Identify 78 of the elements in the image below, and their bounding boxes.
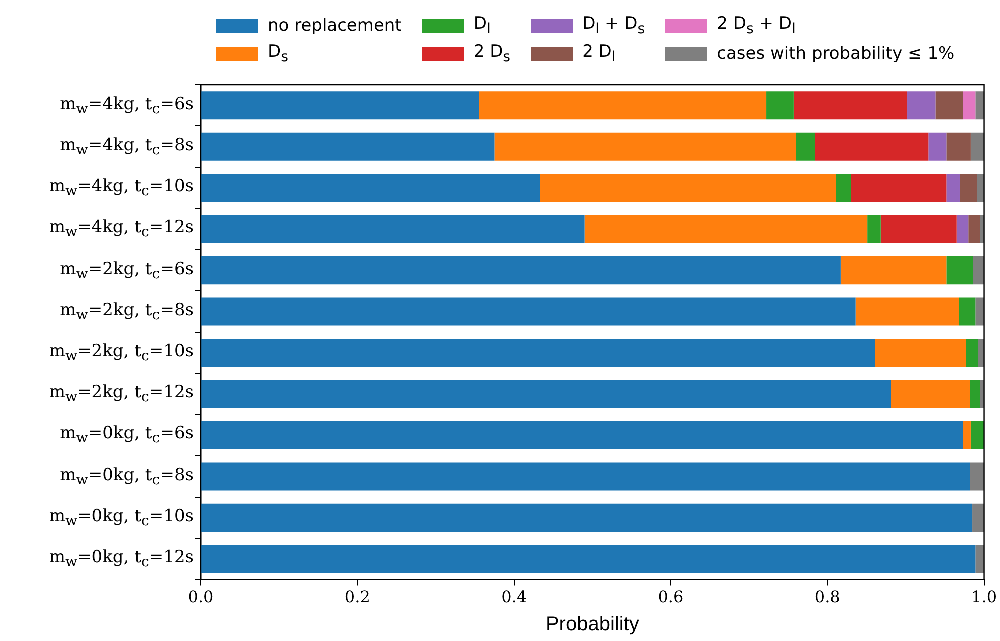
x-tick-label: 0.4 bbox=[502, 588, 528, 607]
y-tick-label: m$_{w}$=2kg, t$_{c}$=8s bbox=[60, 300, 194, 324]
bar bbox=[970, 132, 984, 161]
bar bbox=[966, 339, 978, 368]
legend-label: 2 D$_{s}$ bbox=[474, 42, 511, 66]
legend-label: D$_{s}$ bbox=[268, 42, 288, 66]
bar bbox=[963, 92, 976, 120]
bar bbox=[880, 215, 957, 244]
bar bbox=[946, 256, 974, 285]
legend-label: D$_{l}$ + D$_{s}$ bbox=[582, 14, 646, 38]
bar bbox=[956, 215, 969, 244]
bar bbox=[908, 92, 936, 120]
bar bbox=[202, 256, 841, 285]
x-tick-label: 0.2 bbox=[344, 588, 370, 607]
bar bbox=[959, 298, 976, 326]
bar bbox=[856, 298, 960, 326]
bar bbox=[868, 215, 881, 244]
y-tick-label: m$_{w}$=4kg, t$_{c}$=12s bbox=[49, 218, 194, 242]
bar bbox=[202, 298, 856, 326]
legend-label: cases with probability ≤ 1% bbox=[717, 44, 955, 64]
bar bbox=[202, 380, 892, 408]
bar bbox=[891, 380, 970, 408]
bar bbox=[202, 504, 973, 532]
bar bbox=[972, 504, 984, 532]
bar bbox=[836, 174, 852, 202]
y-tick-label: m$_{w}$=2kg, t$_{c}$=10s bbox=[49, 341, 194, 365]
y-tick-label: m$_{w}$=4kg, t$_{c}$=10s bbox=[49, 176, 194, 200]
legend-label: 2 D$_{s}$ + D$_{l}$ bbox=[717, 14, 796, 38]
y-tick-label: m$_{w}$=2kg, t$_{c}$=12s bbox=[49, 382, 194, 406]
bar bbox=[202, 545, 976, 574]
y-tick-label: m$_{w}$=4kg, t$_{c}$=8s bbox=[60, 135, 194, 159]
bar bbox=[977, 174, 984, 202]
bar bbox=[973, 256, 984, 285]
bar bbox=[875, 339, 966, 368]
bar bbox=[840, 256, 947, 285]
y-tick-label: m$_{w}$=0kg, t$_{c}$=8s bbox=[60, 465, 194, 488]
y-tick-label: m$_{w}$=4kg, t$_{c}$=6s bbox=[60, 94, 194, 118]
bar bbox=[202, 339, 876, 368]
bar bbox=[494, 132, 796, 161]
bar bbox=[970, 462, 984, 491]
bar bbox=[976, 92, 984, 120]
y-tick-label: m$_{w}$=2kg, t$_{c}$=6s bbox=[60, 258, 194, 282]
x-tick-label: 1.0 bbox=[972, 588, 998, 607]
bar bbox=[796, 132, 816, 161]
y-tick-label: m$_{w}$=0kg, t$_{c}$=12s bbox=[49, 547, 194, 571]
x-tick-label: 0.6 bbox=[658, 588, 684, 607]
bar bbox=[202, 421, 964, 450]
legend-label: D$_{l}$ bbox=[474, 14, 491, 38]
bar bbox=[202, 132, 495, 161]
bar bbox=[540, 174, 836, 202]
bar bbox=[851, 174, 947, 202]
bar bbox=[963, 421, 971, 450]
x-tick-label: 0.8 bbox=[814, 588, 840, 607]
bar bbox=[936, 92, 964, 120]
bar bbox=[928, 132, 947, 161]
bar bbox=[202, 215, 585, 244]
bar bbox=[766, 92, 794, 120]
bar bbox=[584, 215, 868, 244]
bar bbox=[815, 132, 929, 161]
bar bbox=[202, 462, 970, 491]
legend-label: no replacement bbox=[268, 16, 402, 36]
y-tick-label: m$_{w}$=0kg, t$_{c}$=10s bbox=[49, 506, 194, 530]
bar bbox=[976, 298, 984, 326]
bar bbox=[202, 92, 480, 120]
bar bbox=[794, 92, 908, 120]
y-tick-label: m$_{w}$=0kg, t$_{c}$=6s bbox=[60, 424, 194, 448]
bar bbox=[946, 174, 960, 202]
bar bbox=[976, 545, 984, 574]
legend-label: 2 D$_{l}$ bbox=[582, 42, 616, 66]
bar bbox=[970, 421, 984, 450]
bar bbox=[968, 215, 980, 244]
bar bbox=[946, 132, 971, 161]
bar bbox=[970, 380, 980, 408]
bar bbox=[202, 174, 540, 202]
x-axis-title: Probability bbox=[546, 614, 640, 636]
bar bbox=[479, 92, 767, 120]
x-tick-label: 0.0 bbox=[188, 588, 214, 607]
bar bbox=[960, 174, 978, 202]
